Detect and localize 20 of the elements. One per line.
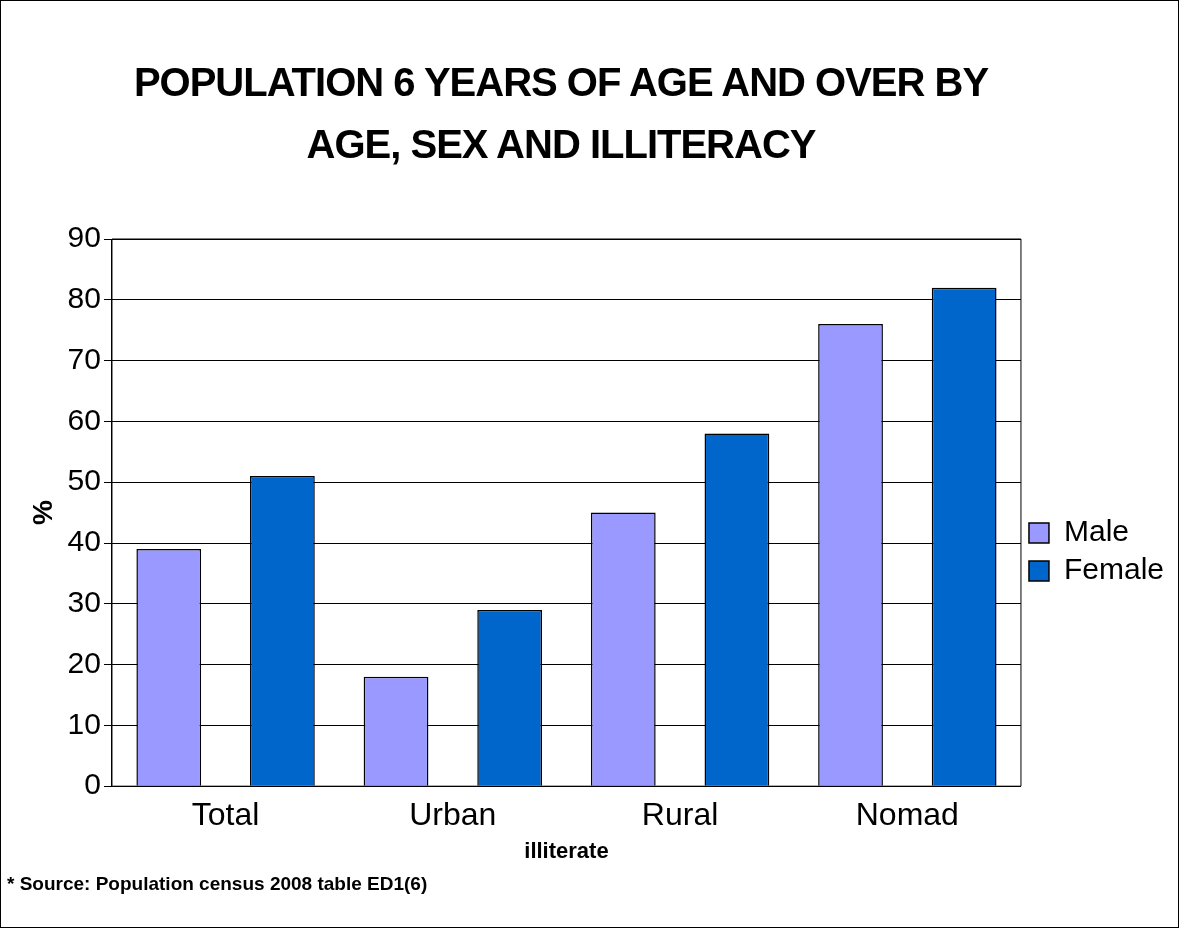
y-tick-label: 20 — [67, 645, 101, 679]
y-tick-label: 30 — [67, 585, 101, 619]
x-tick-label: Total — [191, 796, 260, 833]
y-tick-label: 0 — [84, 767, 101, 801]
text: * Source: Population census 2008 table ED1(6) — [7, 873, 428, 895]
y-tick-label: 60 — [67, 402, 101, 436]
legend-label: Female — [1063, 552, 1165, 586]
y-tick-label: 90 — [67, 220, 101, 254]
y-tick-label: 50 — [67, 463, 101, 497]
y-tick-label: 10 — [67, 706, 101, 740]
x-tick-label: Rural — [641, 796, 719, 833]
y-tick-label: 80 — [67, 281, 101, 315]
y-axis-title: % — [26, 500, 58, 526]
chart-title: POPULATION 6 YEARS OF AGE AND OVER BY AGE, SEX AND ILLITERACY — [132, 59, 990, 168]
x-tick-label: Urban — [409, 796, 497, 833]
legend-label: Male — [1063, 514, 1129, 548]
y-tick-label: 40 — [67, 524, 101, 558]
y-tick-label: 70 — [67, 341, 101, 375]
x-axis-title: illiterate — [524, 837, 609, 863]
x-tick-label: Nomad — [855, 796, 959, 833]
